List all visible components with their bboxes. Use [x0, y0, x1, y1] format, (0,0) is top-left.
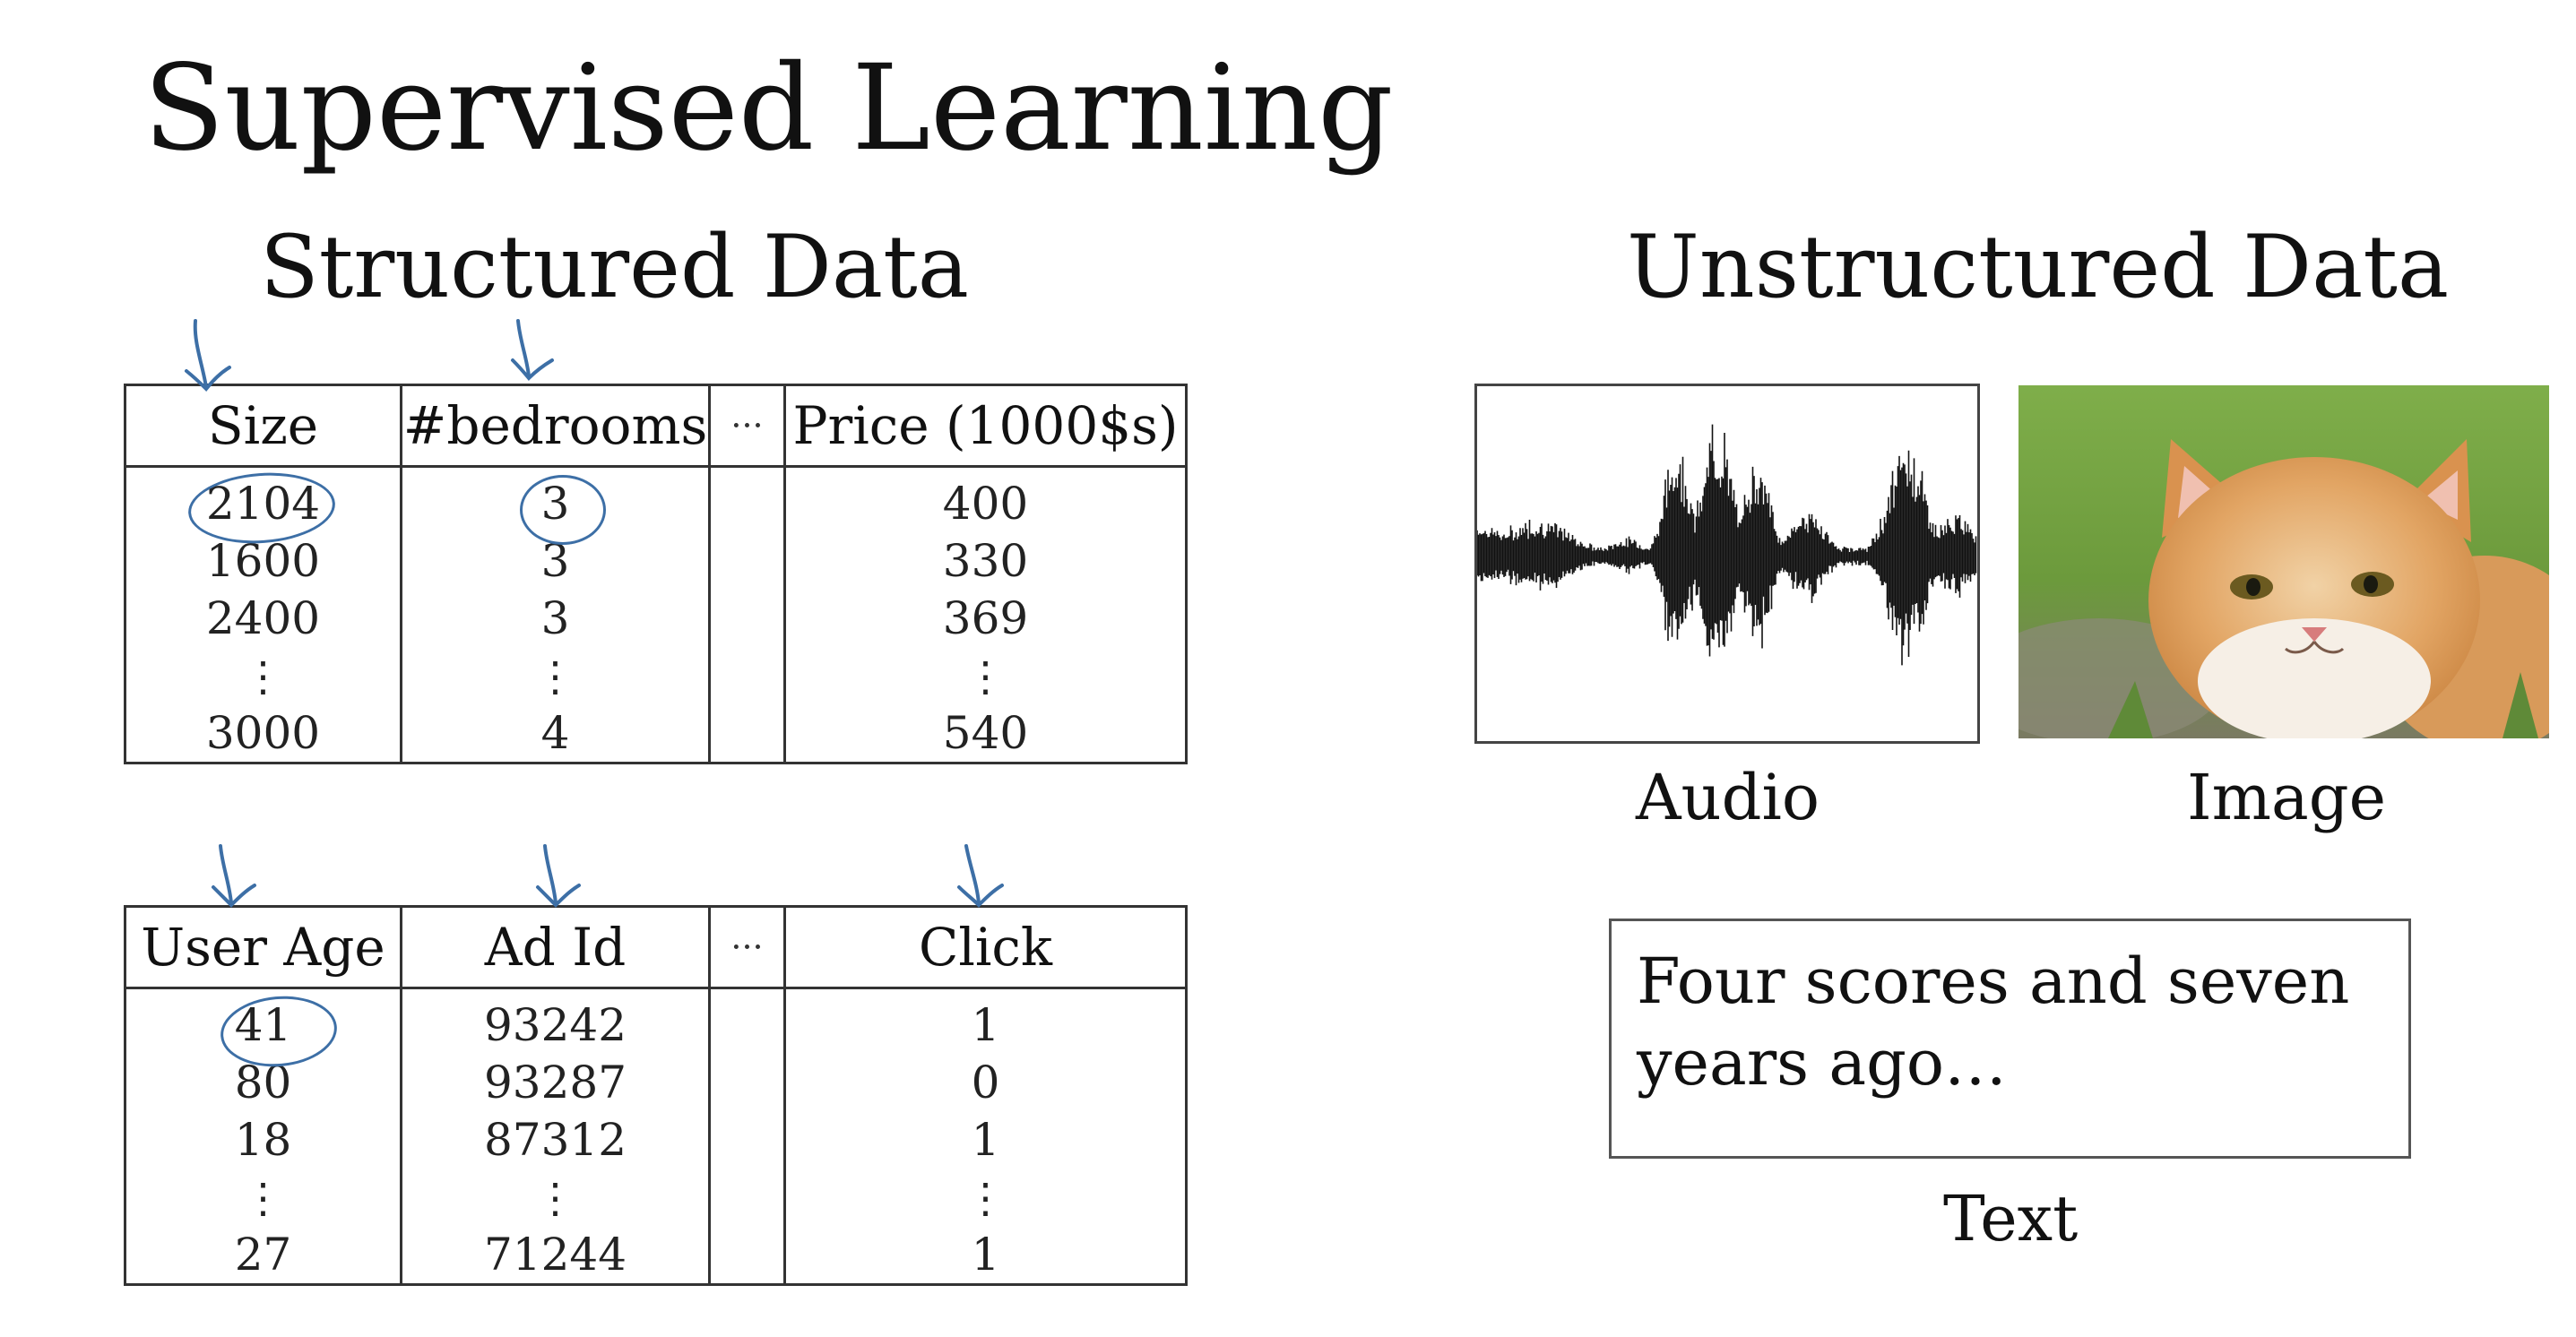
- table-cell: 400: [783, 466, 1188, 532]
- table-cell: 3000: [124, 704, 402, 763]
- table-cell: 4: [400, 704, 711, 763]
- table-cell: [708, 532, 786, 590]
- table-cell: 71244: [400, 1226, 711, 1285]
- header-ellipsis: ···: [708, 384, 786, 468]
- image-label: Image: [2187, 761, 2386, 834]
- annotation-arrow-icon: [511, 319, 554, 381]
- table-cell: 1: [783, 988, 1188, 1054]
- table-row: 2104 3 400: [124, 466, 1188, 532]
- table-cell: 369: [783, 590, 1188, 647]
- table-row: 41 93242 1: [124, 988, 1188, 1054]
- table-cell: 2400: [124, 590, 402, 647]
- table-cell: [708, 1169, 786, 1226]
- table-cell: 27: [124, 1226, 402, 1285]
- table-row: 2400 3 369: [124, 590, 1188, 647]
- table-row: 18 87312 1: [124, 1111, 1188, 1169]
- table-cell: 330: [783, 532, 1188, 590]
- table-row: 27 71244 1: [124, 1226, 1188, 1285]
- cat-photo-panel: [2018, 385, 2549, 738]
- text-label: Text: [1943, 1182, 2079, 1255]
- header-size: Size: [124, 384, 402, 468]
- table-cell: ⋮: [783, 1169, 1188, 1226]
- header-bedrooms: #bedrooms: [400, 384, 711, 468]
- cat-photo-icon: [2018, 385, 2549, 738]
- header-user-age: User Age: [124, 906, 402, 989]
- table-cell: 1: [783, 1226, 1188, 1285]
- table-cell: 41: [124, 988, 402, 1054]
- table-cell: 1600: [124, 532, 402, 590]
- table-cell: [708, 647, 786, 704]
- annotation-arrow-icon: [957, 844, 1004, 908]
- audio-waveform-icon: [1477, 424, 1977, 666]
- table-cell: 540: [783, 704, 1188, 763]
- table-cell: 93287: [400, 1054, 711, 1111]
- audio-label: Audio: [1636, 761, 1820, 834]
- housing-data-table: Size #bedrooms ··· Price (1000$s) 2104 3…: [124, 384, 1188, 764]
- table-cell: [708, 1054, 786, 1111]
- structured-data-heading: Structured Data: [260, 217, 969, 317]
- table-cell: 18: [124, 1111, 402, 1169]
- unstructured-data-heading: Unstructured Data: [1627, 217, 2450, 317]
- table-cell: ⋮: [124, 647, 402, 704]
- table-header-row: Size #bedrooms ··· Price (1000$s): [124, 384, 1188, 468]
- table-header-row: User Age Ad Id ··· Click: [124, 906, 1188, 989]
- audio-waveform-panel: [1474, 384, 1980, 744]
- table-cell: ⋮: [783, 647, 1188, 704]
- table-cell: [708, 1111, 786, 1169]
- ads-data-table: User Age Ad Id ··· Click 41 93242 1 80 9…: [124, 905, 1188, 1286]
- table-cell: [708, 704, 786, 763]
- table-row: 80 93287 0: [124, 1054, 1188, 1111]
- table-cell: ⋮: [124, 1169, 402, 1226]
- table-cell: [708, 590, 786, 647]
- table-cell: 2104: [124, 466, 402, 532]
- table-cell: [708, 466, 786, 532]
- table-cell: 3: [400, 532, 711, 590]
- header-ad-id: Ad Id: [400, 906, 711, 989]
- table-row: ⋮ ⋮ ⋮: [124, 647, 1188, 704]
- table-row: ⋮ ⋮ ⋮: [124, 1169, 1188, 1226]
- annotation-arrow-icon: [212, 844, 256, 908]
- table-cell: 93242: [400, 988, 711, 1054]
- annotation-arrow-icon: [536, 844, 581, 908]
- header-price: Price (1000$s): [783, 384, 1188, 468]
- header-click: Click: [783, 906, 1188, 989]
- table-row: 1600 3 330: [124, 532, 1188, 590]
- table-cell: 3: [400, 590, 711, 647]
- table-row: 3000 4 540: [124, 704, 1188, 763]
- text-sample-box: Four scores and seven years ago…: [1609, 919, 2411, 1159]
- table-cell: 0: [783, 1054, 1188, 1111]
- table-cell: ⋮: [400, 1169, 711, 1226]
- table-cell: ⋮: [400, 647, 711, 704]
- table-cell: 3: [400, 466, 711, 532]
- table-cell: [708, 1226, 786, 1285]
- table-cell: [708, 988, 786, 1054]
- table-cell: 87312: [400, 1111, 711, 1169]
- slide-title: Supervised Learning: [143, 39, 1394, 177]
- header-ellipsis: ···: [708, 906, 786, 989]
- table-cell: 1: [783, 1111, 1188, 1169]
- table-cell: 80: [124, 1054, 402, 1111]
